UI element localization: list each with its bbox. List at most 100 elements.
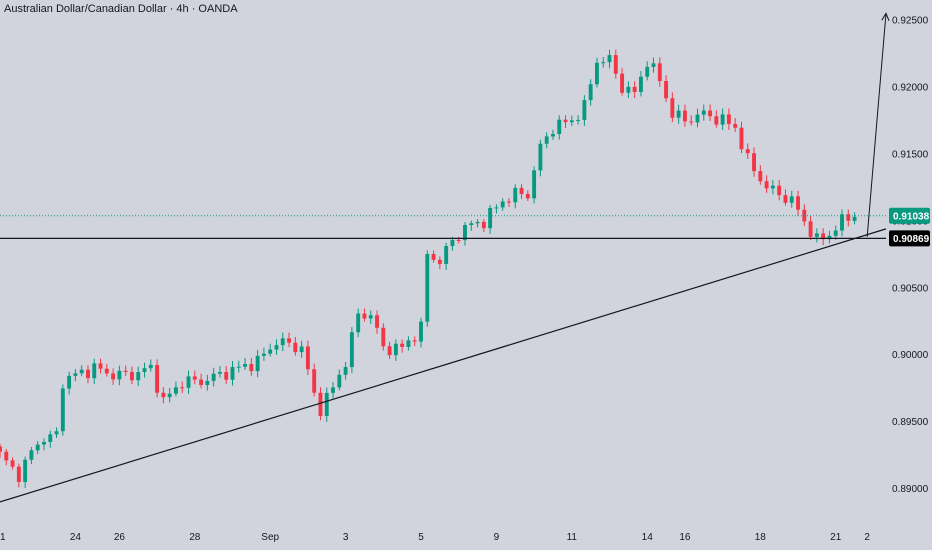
- candle[interactable]: [519, 184, 524, 200]
- candle[interactable]: [368, 310, 373, 324]
- candle[interactable]: [217, 365, 222, 378]
- candle[interactable]: [349, 327, 354, 374]
- candle[interactable]: [155, 359, 160, 398]
- drawings[interactable]: [0, 12, 890, 503]
- candle[interactable]: [544, 132, 549, 149]
- candle[interactable]: [814, 228, 819, 243]
- candle[interactable]: [645, 61, 650, 81]
- candle[interactable]: [29, 446, 34, 465]
- candle[interactable]: [745, 143, 750, 159]
- candle[interactable]: [576, 115, 581, 125]
- candle[interactable]: [664, 75, 669, 103]
- candle[interactable]: [343, 361, 348, 380]
- candle[interactable]: [682, 104, 687, 127]
- candle[interactable]: [211, 367, 216, 387]
- candle[interactable]: [758, 165, 763, 185]
- candle[interactable]: [331, 382, 335, 399]
- candle[interactable]: [739, 121, 744, 154]
- candle[interactable]: [104, 363, 109, 377]
- candle[interactable]: [173, 381, 178, 397]
- candle[interactable]: [657, 57, 662, 87]
- candle[interactable]: [802, 204, 807, 227]
- candle[interactable]: [60, 384, 65, 436]
- candle[interactable]: [601, 57, 606, 68]
- projection-arrow-line[interactable]: [866, 13, 887, 237]
- candle[interactable]: [324, 387, 329, 422]
- candle[interactable]: [400, 339, 405, 353]
- candle[interactable]: [620, 68, 625, 96]
- candle[interactable]: [425, 250, 430, 327]
- candle[interactable]: [475, 219, 480, 228]
- candle[interactable]: [689, 115, 694, 126]
- candle[interactable]: [337, 369, 342, 391]
- candle[interactable]: [16, 463, 21, 488]
- candle[interactable]: [130, 366, 134, 385]
- candle[interactable]: [299, 340, 304, 358]
- candle[interactable]: [481, 219, 486, 233]
- candle[interactable]: [4, 448, 9, 466]
- candle[interactable]: [569, 115, 574, 127]
- price-axis[interactable]: 0.925000.920000.915000.910000.905000.900…: [889, 16, 930, 495]
- candle[interactable]: [98, 358, 103, 374]
- candle[interactable]: [770, 179, 775, 195]
- candle[interactable]: [167, 387, 172, 403]
- candle[interactable]: [419, 317, 423, 348]
- candle[interactable]: [582, 95, 587, 126]
- candle[interactable]: [450, 236, 455, 251]
- ascending-trendline[interactable]: [0, 228, 887, 503]
- candle[interactable]: [840, 209, 844, 237]
- candle[interactable]: [557, 115, 562, 140]
- candle[interactable]: [10, 457, 15, 470]
- time-axis[interactable]: 21 24 26 28 Sep 3 5 9 11 14 16 18 21 2: [0, 532, 870, 543]
- candle[interactable]: [381, 323, 386, 351]
- candle[interactable]: [827, 230, 832, 244]
- candle[interactable]: [224, 365, 229, 384]
- candle[interactable]: [186, 370, 191, 394]
- candle[interactable]: [79, 365, 84, 377]
- candle[interactable]: [123, 365, 128, 377]
- candle[interactable]: [833, 225, 838, 240]
- candle[interactable]: [752, 147, 756, 177]
- candle[interactable]: [230, 361, 235, 386]
- candle[interactable]: [632, 81, 637, 99]
- candle[interactable]: [305, 340, 310, 376]
- candle[interactable]: [255, 349, 260, 378]
- candle[interactable]: [412, 336, 417, 347]
- candle[interactable]: [651, 57, 656, 73]
- candle[interactable]: [626, 81, 631, 99]
- candle[interactable]: [23, 456, 28, 488]
- candle[interactable]: [249, 357, 254, 376]
- candle[interactable]: [808, 216, 813, 241]
- candle[interactable]: [670, 92, 675, 123]
- candle[interactable]: [54, 427, 59, 438]
- candle[interactable]: [73, 369, 78, 382]
- candle[interactable]: [243, 357, 248, 370]
- candle[interactable]: [513, 184, 518, 209]
- candle[interactable]: [67, 371, 72, 395]
- candle[interactable]: [852, 212, 857, 225]
- candle[interactable]: [720, 108, 725, 131]
- candle[interactable]: [638, 71, 643, 97]
- candle[interactable]: [613, 49, 618, 79]
- candle[interactable]: [726, 108, 731, 130]
- candle[interactable]: [35, 441, 40, 455]
- candle[interactable]: [488, 204, 493, 234]
- candle[interactable]: [142, 362, 147, 378]
- candle[interactable]: [494, 204, 499, 214]
- candle[interactable]: [406, 336, 411, 351]
- candle[interactable]: [676, 104, 681, 124]
- candle[interactable]: [607, 49, 612, 69]
- candle[interactable]: [362, 308, 367, 322]
- candle[interactable]: [356, 308, 361, 338]
- candle[interactable]: [199, 373, 204, 389]
- candle[interactable]: [532, 166, 537, 204]
- candle[interactable]: [733, 117, 738, 132]
- candle[interactable]: [293, 336, 298, 356]
- candle[interactable]: [538, 139, 543, 177]
- candle[interactable]: [287, 332, 291, 348]
- candle[interactable]: [375, 310, 379, 334]
- candle[interactable]: [280, 332, 285, 352]
- candle[interactable]: [431, 250, 436, 263]
- candle[interactable]: [136, 366, 141, 387]
